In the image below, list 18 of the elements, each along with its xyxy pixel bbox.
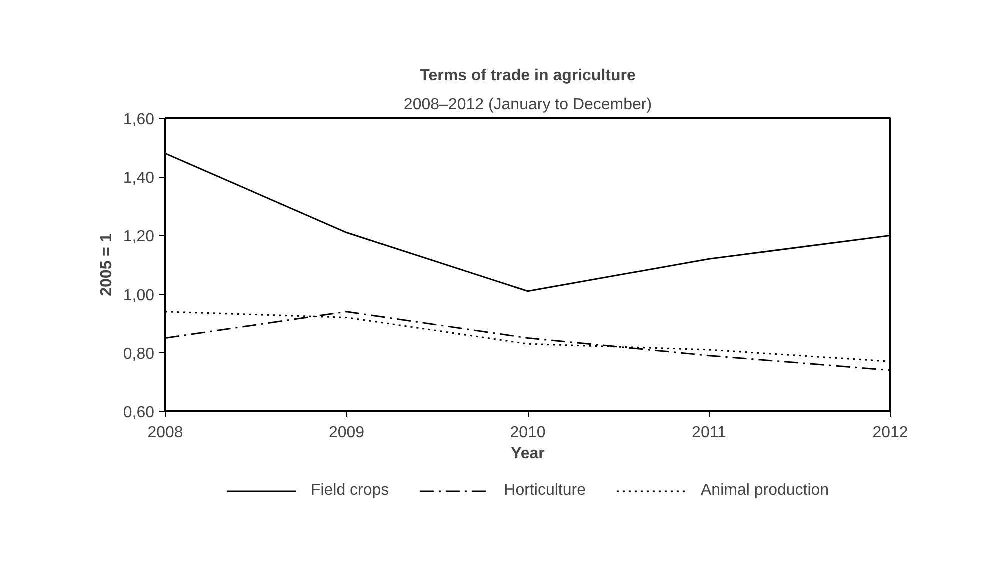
- x-tick-label: 2010: [510, 424, 546, 442]
- x-axis-title: Year: [511, 446, 545, 462]
- chart-subtitle: 2008–2012 (January to December): [404, 96, 652, 114]
- y-axis-title: 2005 = 1: [98, 234, 116, 296]
- legend-label: Horticulture: [504, 482, 586, 500]
- x-tick-label: 2011: [692, 424, 727, 442]
- y-tick-label: 0,80: [123, 346, 155, 363]
- y-tick-label: 1,40: [123, 170, 155, 188]
- y-tick-label: 0,60: [123, 404, 155, 422]
- y-tick-label: 1,20: [123, 228, 155, 246]
- x-tick-label: 2008: [148, 424, 184, 442]
- y-tick-label: 1,00: [123, 287, 155, 304]
- legend-label: Animal production: [700, 482, 830, 500]
- x-tick-label: 2009: [328, 424, 365, 442]
- x-tick-label: 2012: [872, 424, 908, 442]
- chart-title: Terms of trade in agriculture: [420, 68, 636, 84]
- y-tick-label: 1,60: [123, 112, 155, 128]
- legend-label: Field crops: [310, 482, 390, 500]
